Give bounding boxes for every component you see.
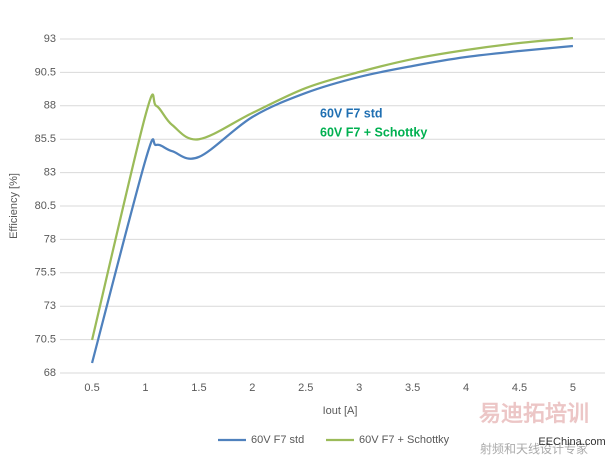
x-tick-label: 0.5 (84, 382, 99, 394)
x-tick-label: 3 (356, 382, 362, 394)
y-tick-label: 90.5 (35, 66, 56, 78)
series-line (90, 36, 574, 341)
x-tick-label: 4 (463, 382, 469, 394)
y-tick-label: 73 (44, 300, 56, 312)
x-tick-label: 1 (142, 382, 148, 394)
y-tick-label: 85.5 (35, 133, 56, 145)
y-tick-label: 80.5 (35, 200, 56, 212)
y-tick-label: 83 (44, 167, 56, 179)
y-tick-label: 78 (44, 233, 56, 245)
x-tick-label: 4.5 (512, 382, 527, 394)
x-axis-label: Iout [A] (323, 405, 358, 417)
watermark: EEChina.com (538, 436, 605, 448)
x-tick-label: 3.5 (405, 382, 420, 394)
legend-label: 60V F7 + Schottky (359, 434, 450, 446)
x-tick-label: 2.5 (298, 382, 313, 394)
y-tick-label: 88 (44, 100, 56, 112)
watermark: 射频和天线设计专家 (480, 441, 588, 456)
y-tick-label: 68 (44, 367, 56, 379)
x-tick-label: 1.5 (191, 382, 206, 394)
y-tick-label: 75.5 (35, 267, 56, 279)
series-annotation: 60V F7 + Schottky (320, 125, 427, 139)
legend-label: 60V F7 std (251, 434, 304, 446)
series-line (90, 44, 574, 364)
x-tick-label: 5 (570, 382, 576, 394)
y-axis-label: Efficiency [%] (8, 173, 20, 239)
y-tick-label: 70.5 (35, 334, 56, 346)
watermark: 易迪拓培训 (479, 401, 589, 426)
y-tick-label: 93 (44, 33, 56, 45)
x-tick-label: 2 (249, 382, 255, 394)
series-annotation: 60V F7 std (320, 106, 383, 120)
